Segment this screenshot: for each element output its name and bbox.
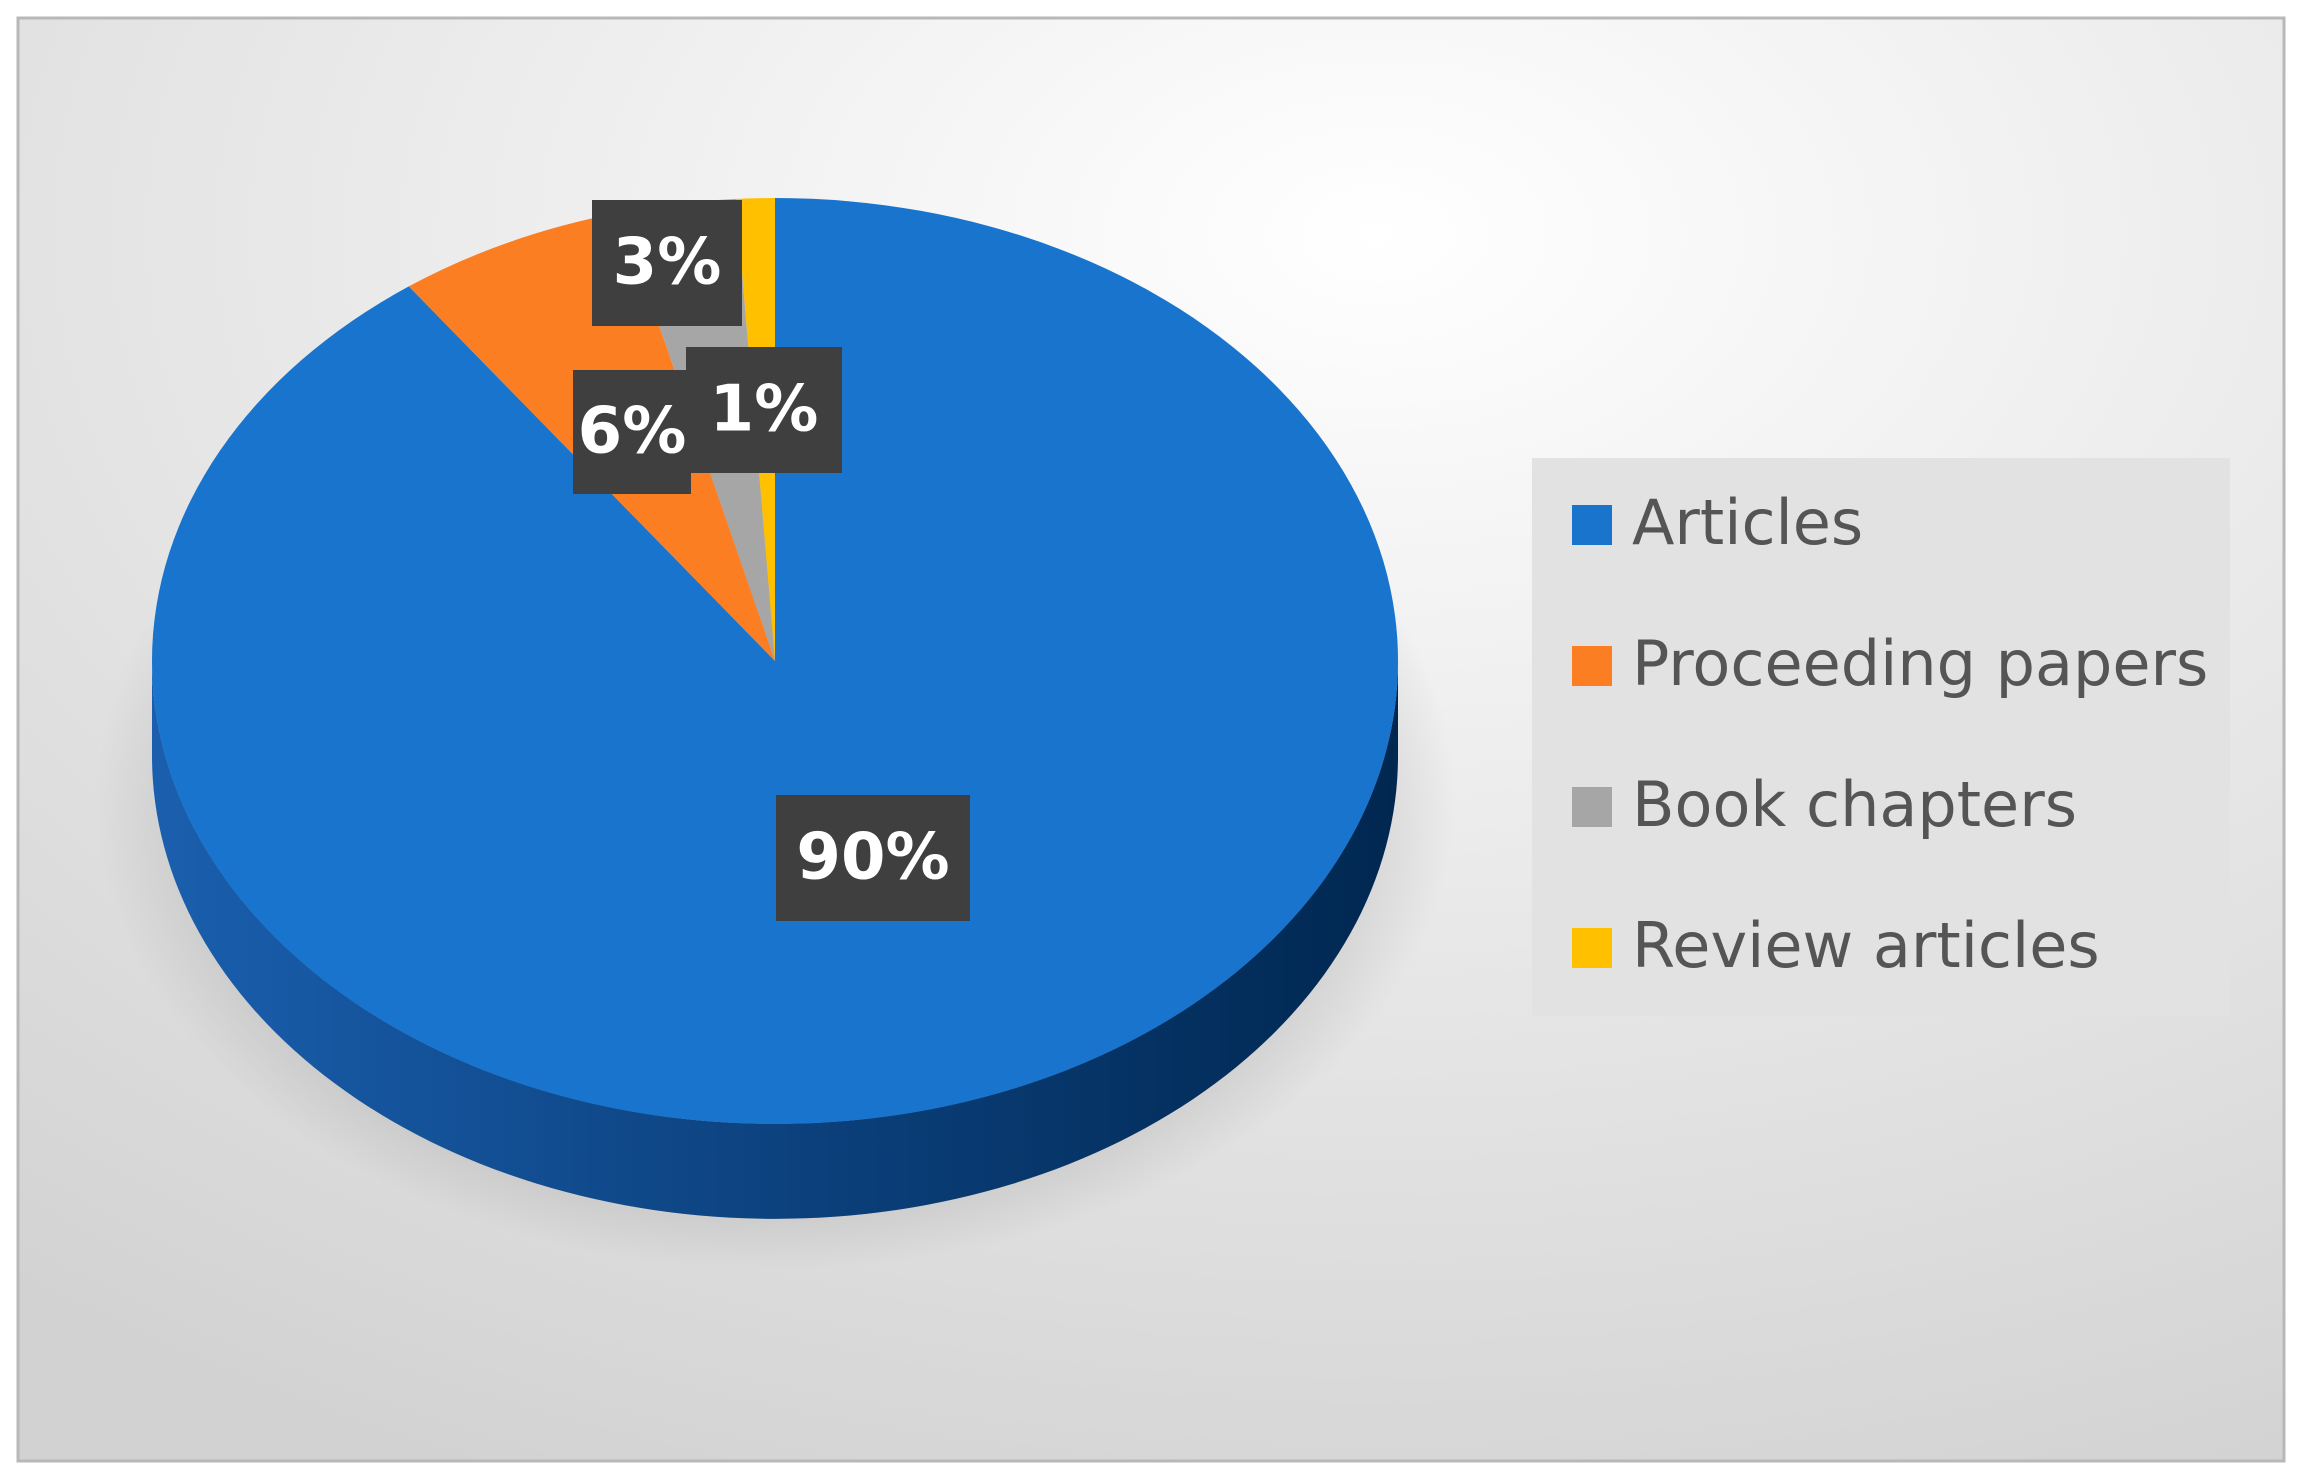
- legend-label: Review articles: [1632, 909, 2100, 982]
- data-label: 1%: [710, 373, 819, 447]
- pie-side: [152, 661, 1398, 1219]
- legend-label: Proceeding papers: [1632, 627, 2208, 700]
- legend: Articles Proceeding papers Book chapters Re…: [1572, 486, 2208, 982]
- legend-swatch: [1572, 505, 1612, 545]
- label-box: [573, 370, 691, 494]
- legend-label: Articles: [1632, 486, 1863, 559]
- data-labels: 90% 6% 3% 1%: [573, 200, 970, 921]
- label-box: [592, 200, 742, 326]
- legend-swatch: [1572, 646, 1612, 686]
- pie-slice: [152, 198, 1399, 1124]
- legend-box: [1532, 458, 2230, 1016]
- legend-swatch: [1572, 928, 1612, 968]
- legend-label: Book chapters: [1632, 768, 2077, 841]
- data-label: 3%: [613, 226, 722, 300]
- data-label: 90%: [796, 821, 949, 895]
- label-box: [776, 795, 970, 921]
- legend-swatch: [1572, 787, 1612, 827]
- label-box: [686, 347, 842, 473]
- data-label: 6%: [578, 395, 687, 469]
